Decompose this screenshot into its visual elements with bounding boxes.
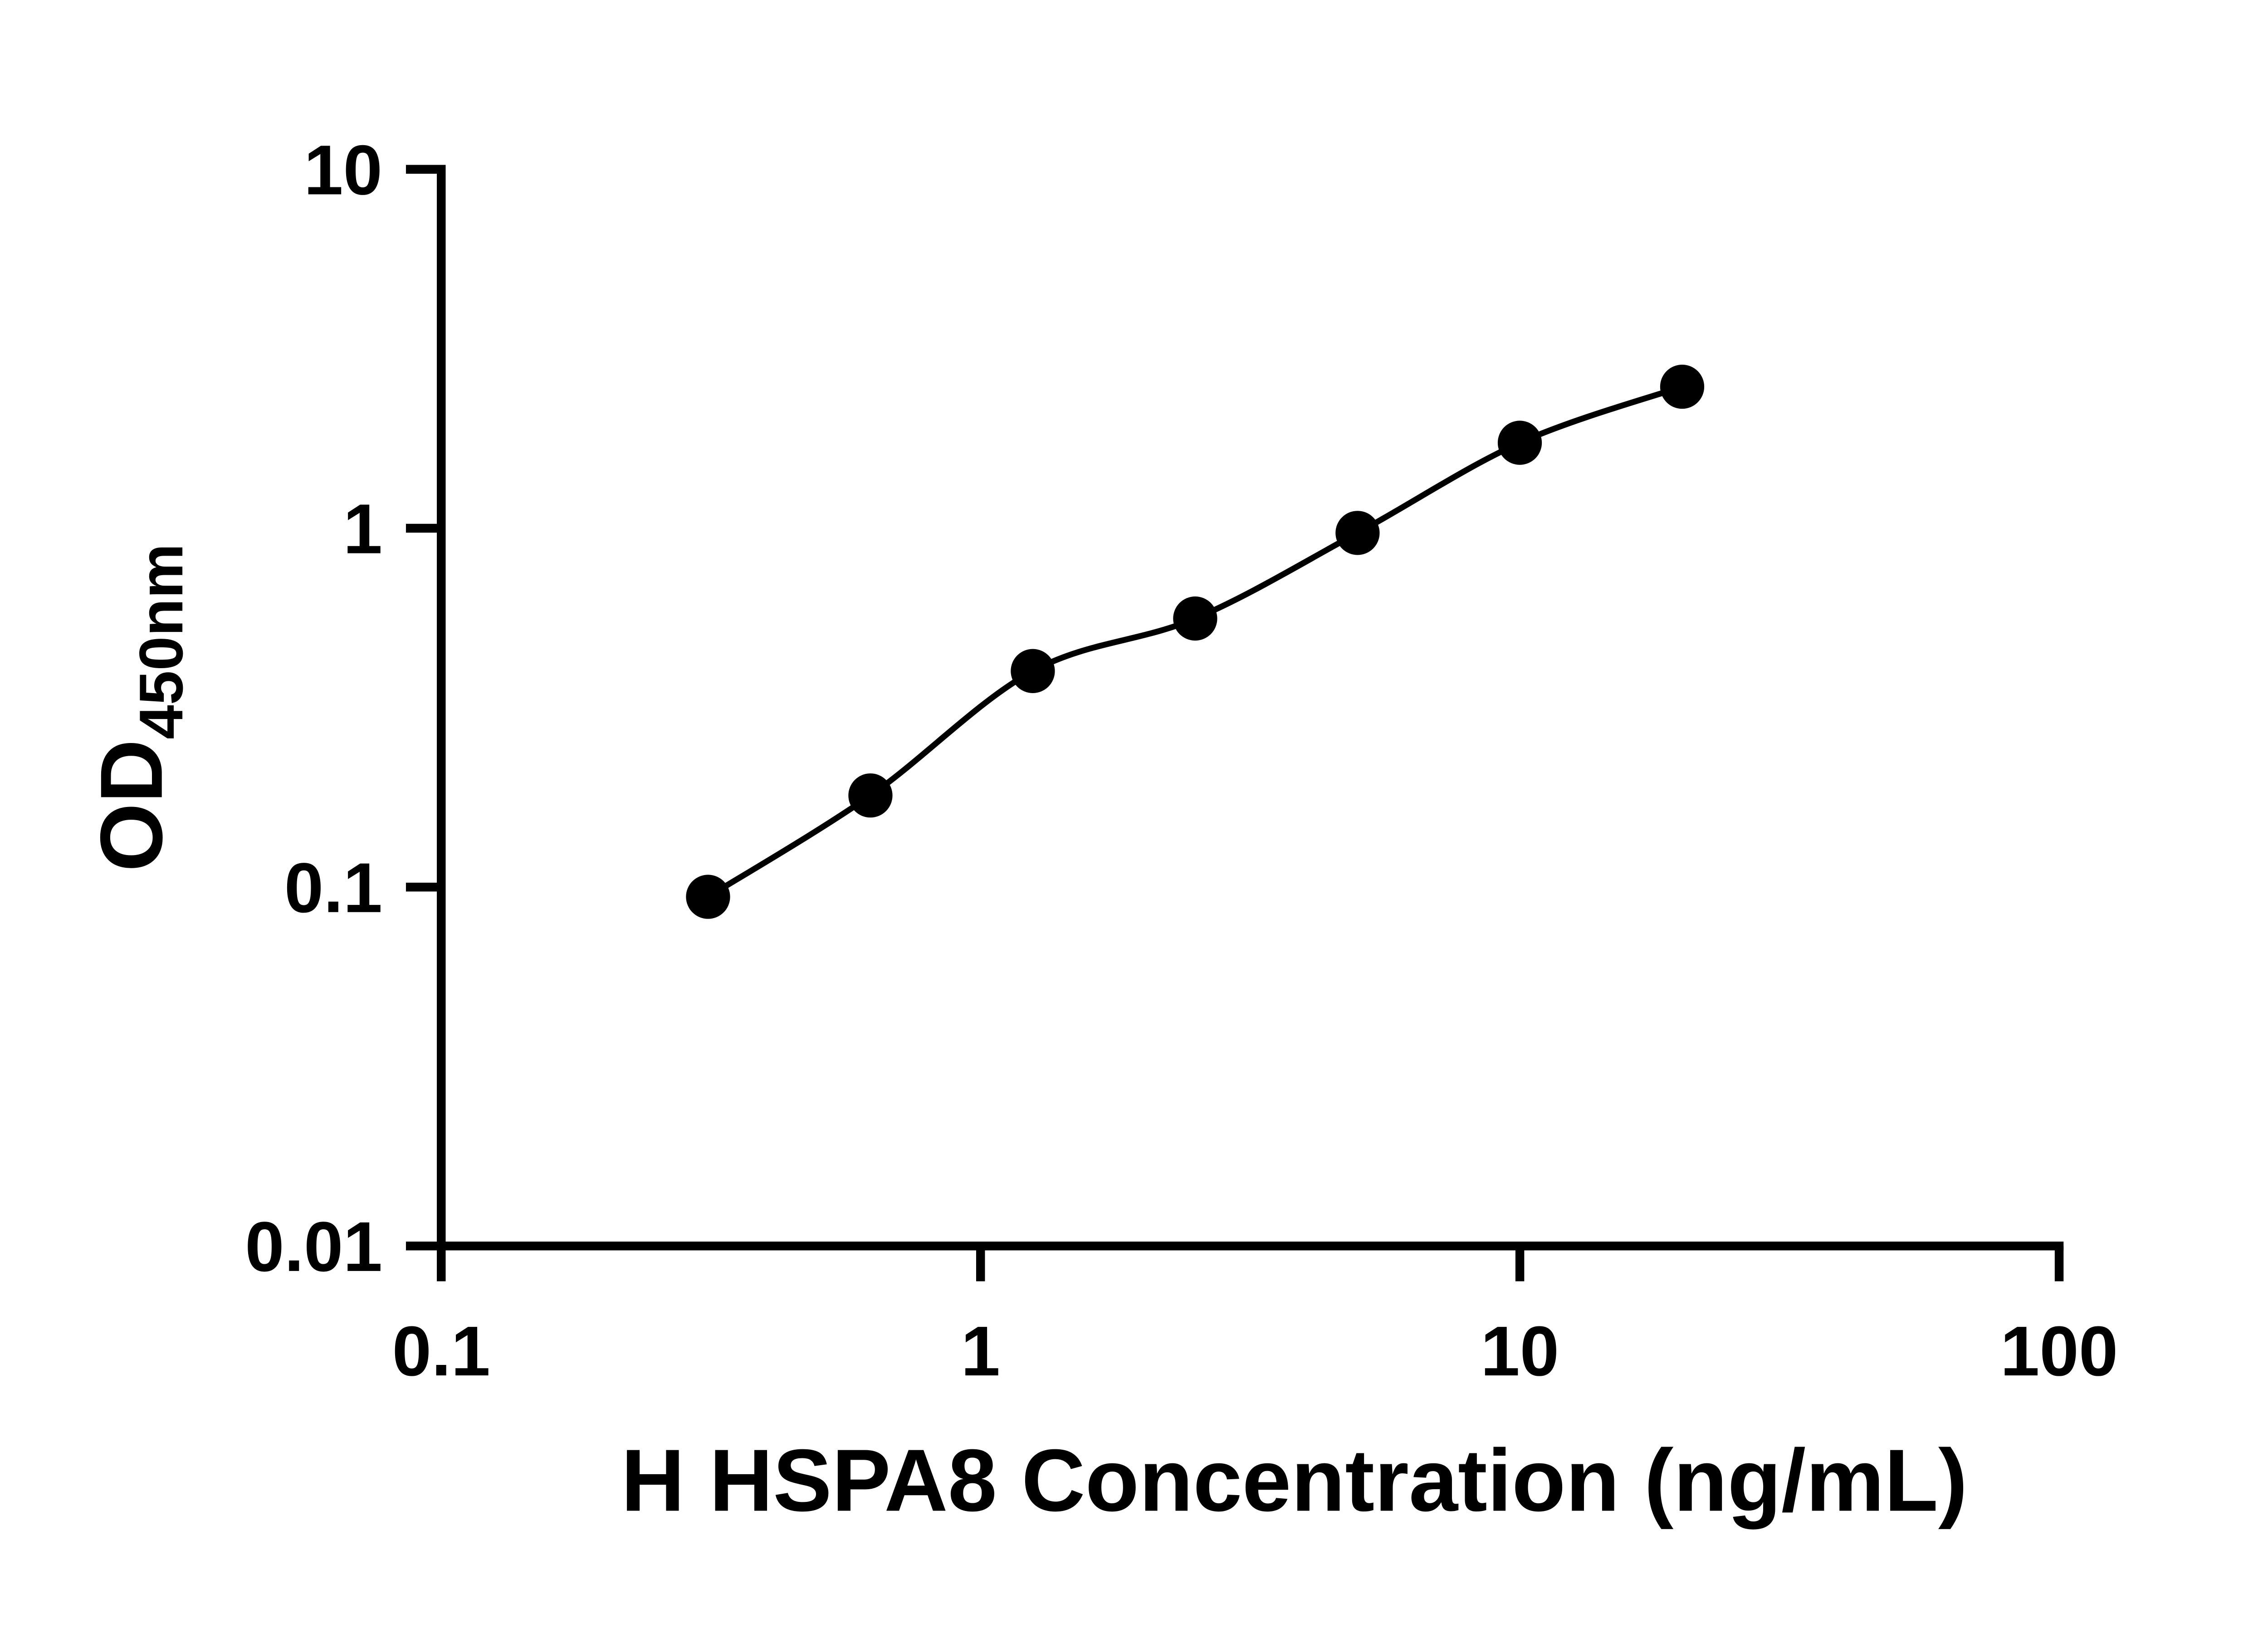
fit-curve [705,384,1685,900]
data-point [1011,649,1055,693]
y-tick-label: 1 [343,489,382,568]
data-point [686,875,730,919]
x-tick-label: 0.1 [392,1311,490,1390]
y-tick-label: 10 [304,130,382,209]
x-tick-label: 1 [961,1311,1000,1390]
x-axis-title: H HSPA8 Concentration (ng/mL) [621,1431,1968,1530]
axis-spines [437,165,2064,1251]
y-tick-label: 0.01 [245,1207,382,1286]
y-axis-title: OD450nm [83,543,196,871]
y-axis-title-sub: 450nm [127,543,196,739]
y-axis-title-main: OD [83,739,181,872]
data-point [1497,420,1542,465]
y-tick-label: 0.1 [284,848,382,927]
data-point [1660,364,1705,409]
data-point [1335,511,1380,555]
x-tick-label: 100 [2000,1311,2118,1390]
data-point [1173,596,1217,641]
x-tick-label: 10 [1481,1311,1559,1390]
data-point [848,773,893,818]
